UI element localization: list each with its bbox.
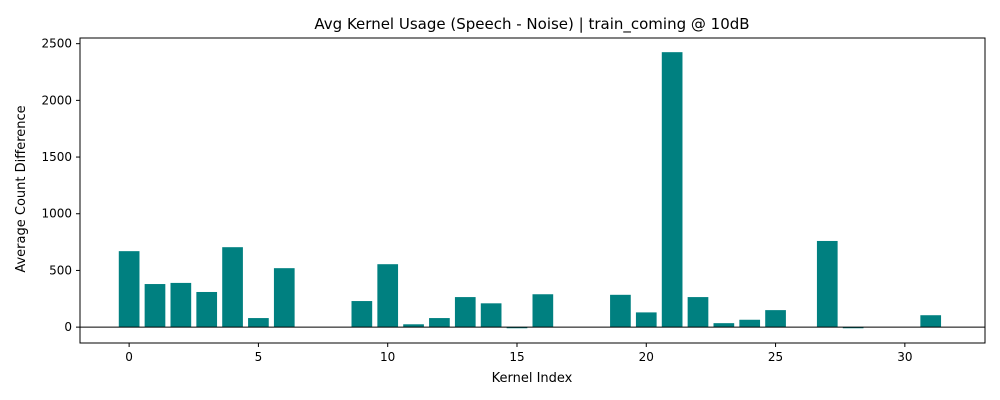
bars-group <box>118 52 942 329</box>
bar-kernel-21 <box>661 52 683 328</box>
bar-kernel-28 <box>842 327 864 329</box>
bar-kernel-14 <box>480 303 502 328</box>
y-tick-label: 2000 <box>41 93 72 107</box>
bar-kernel-10 <box>377 264 399 328</box>
plot-area: 0 5 10 15 20 25 30 0 500 1000 1500 2000 2500 <box>41 37 986 364</box>
bar-kernel-24 <box>739 319 761 328</box>
x-tick-label: 30 <box>897 350 912 364</box>
bar-kernel-16 <box>532 294 554 328</box>
bar-kernel-31 <box>920 315 942 328</box>
bar-kernel-0 <box>118 251 140 328</box>
bar-kernel-4 <box>222 247 243 328</box>
y-tick-label: 1500 <box>41 150 72 164</box>
y-tick-label: 0 <box>64 320 72 334</box>
x-tick-label: 15 <box>509 350 524 364</box>
x-tick-label: 25 <box>768 350 783 364</box>
bar-kernel-12 <box>429 318 450 328</box>
x-tick-label: 20 <box>639 350 654 364</box>
bar-kernel-27 <box>816 240 838 328</box>
bar-kernel-2 <box>170 282 192 328</box>
x-ticks: 0 5 10 15 20 25 30 <box>125 343 912 364</box>
bar-kernel-25 <box>765 310 786 328</box>
bar-kernel-3 <box>196 291 218 328</box>
x-tick-label: 10 <box>380 350 395 364</box>
axes-frame <box>79 37 986 344</box>
x-axis-label: Kernel Index <box>492 371 573 386</box>
bar-kernel-22 <box>687 297 709 328</box>
y-ticks: 0 500 1000 1500 2000 2500 <box>41 37 80 334</box>
bar-kernel-9 <box>351 301 373 328</box>
y-tick-label: 1000 <box>41 207 72 221</box>
bar-kernel-11 <box>403 324 424 328</box>
chart-title: Avg Kernel Usage (Speech - Noise) | trai… <box>314 15 749 34</box>
bar-kernel-13 <box>454 297 476 328</box>
bar-kernel-6 <box>273 268 295 328</box>
x-tick-label: 0 <box>125 350 133 364</box>
bar-kernel-20 <box>635 312 657 328</box>
bar-kernel-5 <box>248 318 269 328</box>
bar-kernel-1 <box>144 284 166 328</box>
bar-kernel-15 <box>506 327 528 329</box>
x-tick-label: 5 <box>255 350 263 364</box>
y-axis-label: Average Count Difference <box>14 105 29 272</box>
bar-kernel-19 <box>610 294 631 328</box>
bar-kernel-23 <box>713 323 735 328</box>
y-tick-label: 500 <box>49 263 72 277</box>
y-tick-label: 2500 <box>41 37 72 51</box>
